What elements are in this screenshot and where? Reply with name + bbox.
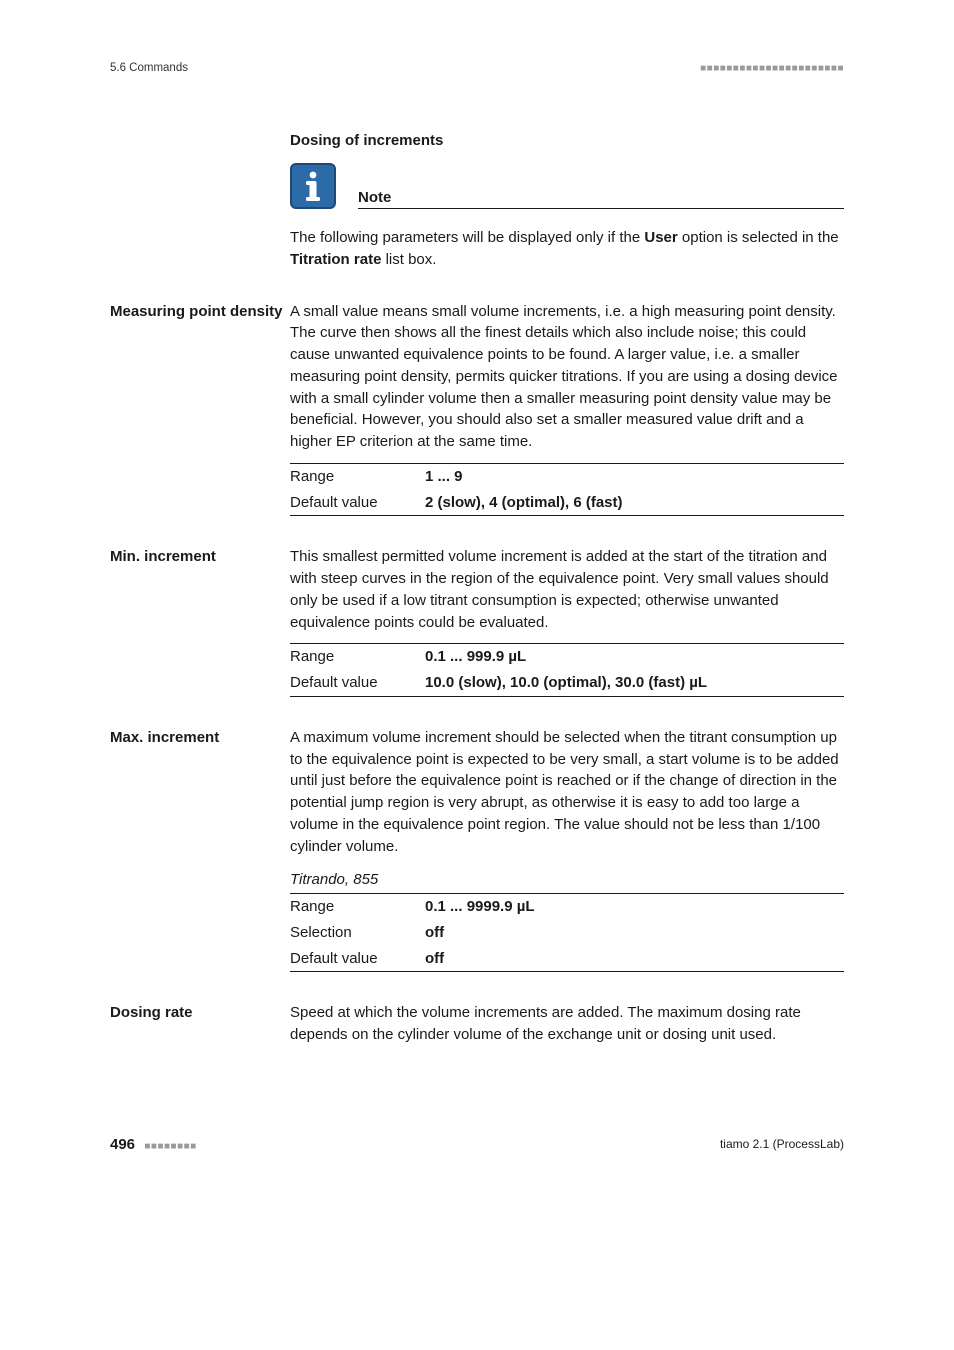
spec-row: Range 1 ... 9 (290, 464, 844, 490)
param-desc: Speed at which the volume increments are… (290, 1002, 844, 1046)
spec-table: Range 1 ... 9 Default value 2 (slow), 4 … (290, 463, 844, 517)
note-body: The following parameters will be display… (290, 227, 844, 271)
param-max-increment: Max. increment A maximum volume incremen… (110, 727, 844, 973)
page: 5.6 Commands ■■■■■■■■■■■■■■■■■■■■■■ Dosi… (0, 0, 954, 1213)
note-title: Note (358, 189, 844, 206)
spec-val: 0.1 ... 999.9 µL (425, 646, 844, 668)
param-measuring-point-density: Measuring point density A small value me… (110, 301, 844, 517)
param-desc: A small value means small volume increme… (290, 301, 844, 453)
param-body: A maximum volume increment should be sel… (290, 727, 844, 973)
param-label: Measuring point density (110, 301, 290, 323)
footer-right: tiamo 2.1 (ProcessLab) (720, 1137, 844, 1151)
spec-val: 10.0 (slow), 10.0 (optimal), 30.0 (fast)… (425, 672, 844, 694)
footer-page-number: 496 (110, 1136, 135, 1153)
param-desc: A maximum volume increment should be sel… (290, 727, 844, 858)
spec-key: Range (290, 466, 425, 488)
section-heading: Dosing of increments (290, 132, 844, 149)
spec-row: Default value 2 (slow), 4 (optimal), 6 (… (290, 490, 844, 516)
spec-key: Default value (290, 672, 425, 694)
param-dosing-rate: Dosing rate Speed at which the volume in… (110, 1002, 844, 1046)
note-text-post: list box. (381, 251, 436, 268)
note-bold-1: User (644, 229, 677, 246)
note-text-mid: option is selected in the (678, 229, 839, 246)
spec-row: Selection off (290, 920, 844, 946)
param-label: Max. increment (110, 727, 290, 749)
page-header: 5.6 Commands ■■■■■■■■■■■■■■■■■■■■■■ (110, 62, 844, 74)
spec-table: Range 0.1 ... 999.9 µL Default value 10.… (290, 643, 844, 697)
param-label: Dosing rate (110, 1002, 290, 1024)
spec-val: off (425, 922, 844, 944)
spec-key: Default value (290, 948, 425, 970)
note-bold-2: Titration rate (290, 251, 381, 268)
spec-row: Range 0.1 ... 999.9 µL (290, 644, 844, 670)
header-ornament: ■■■■■■■■■■■■■■■■■■■■■■ (700, 63, 844, 74)
spec-table: Range 0.1 ... 9999.9 µL Selection off De… (290, 893, 844, 972)
param-body: This smallest permitted volume increment… (290, 546, 844, 697)
spec-row: Range 0.1 ... 9999.9 µL (290, 894, 844, 920)
note-text-pre: The following parameters will be display… (290, 229, 644, 246)
info-icon (290, 163, 336, 209)
section-heading-wrap: Dosing of increments Note The following … (290, 132, 844, 271)
note-title-wrap: Note (358, 189, 844, 209)
footer-left: 496 ■■■■■■■■ (110, 1136, 197, 1153)
spec-key: Range (290, 896, 425, 918)
spec-key: Default value (290, 492, 425, 514)
note-box: Note The following parameters will be di… (290, 163, 844, 271)
spec-row: Default value 10.0 (slow), 10.0 (optimal… (290, 670, 844, 696)
param-label: Min. increment (110, 546, 290, 568)
spec-key: Selection (290, 922, 425, 944)
param-min-increment: Min. increment This smallest permitted v… (110, 546, 844, 697)
spec-val: 2 (slow), 4 (optimal), 6 (fast) (425, 492, 844, 514)
spec-subhead: Titrando, 855 (290, 869, 844, 891)
spec-val: off (425, 948, 844, 970)
spec-val: 0.1 ... 9999.9 µL (425, 896, 844, 918)
header-section-ref: 5.6 Commands (110, 62, 188, 74)
param-body: Speed at which the volume increments are… (290, 1002, 844, 1046)
footer-ornament: ■■■■■■■■ (144, 1141, 196, 1152)
page-footer: 496 ■■■■■■■■ tiamo 2.1 (ProcessLab) (110, 1136, 844, 1153)
note-header: Note (290, 163, 844, 209)
note-rule (358, 208, 844, 209)
spec-key: Range (290, 646, 425, 668)
spec-val: 1 ... 9 (425, 466, 844, 488)
param-body: A small value means small volume increme… (290, 301, 844, 517)
spec-row: Default value off (290, 946, 844, 972)
param-desc: This smallest permitted volume increment… (290, 546, 844, 633)
